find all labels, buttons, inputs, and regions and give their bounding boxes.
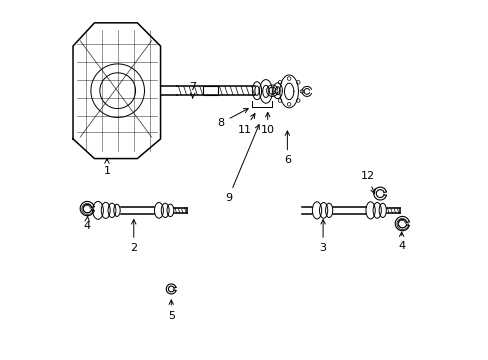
- Text: 4: 4: [397, 232, 405, 251]
- Text: 2: 2: [130, 220, 137, 253]
- Text: 3: 3: [319, 220, 326, 253]
- Text: 5: 5: [167, 300, 174, 321]
- Text: 8: 8: [217, 109, 248, 128]
- Text: 1: 1: [103, 159, 110, 176]
- Text: 9: 9: [224, 125, 259, 203]
- Text: 10: 10: [260, 112, 274, 135]
- Bar: [203, 86, 217, 95]
- Text: 12: 12: [360, 171, 374, 194]
- Text: 4: 4: [83, 216, 90, 231]
- Text: 11: 11: [237, 114, 254, 135]
- Text: 7: 7: [189, 82, 196, 98]
- Text: 6: 6: [284, 131, 290, 165]
